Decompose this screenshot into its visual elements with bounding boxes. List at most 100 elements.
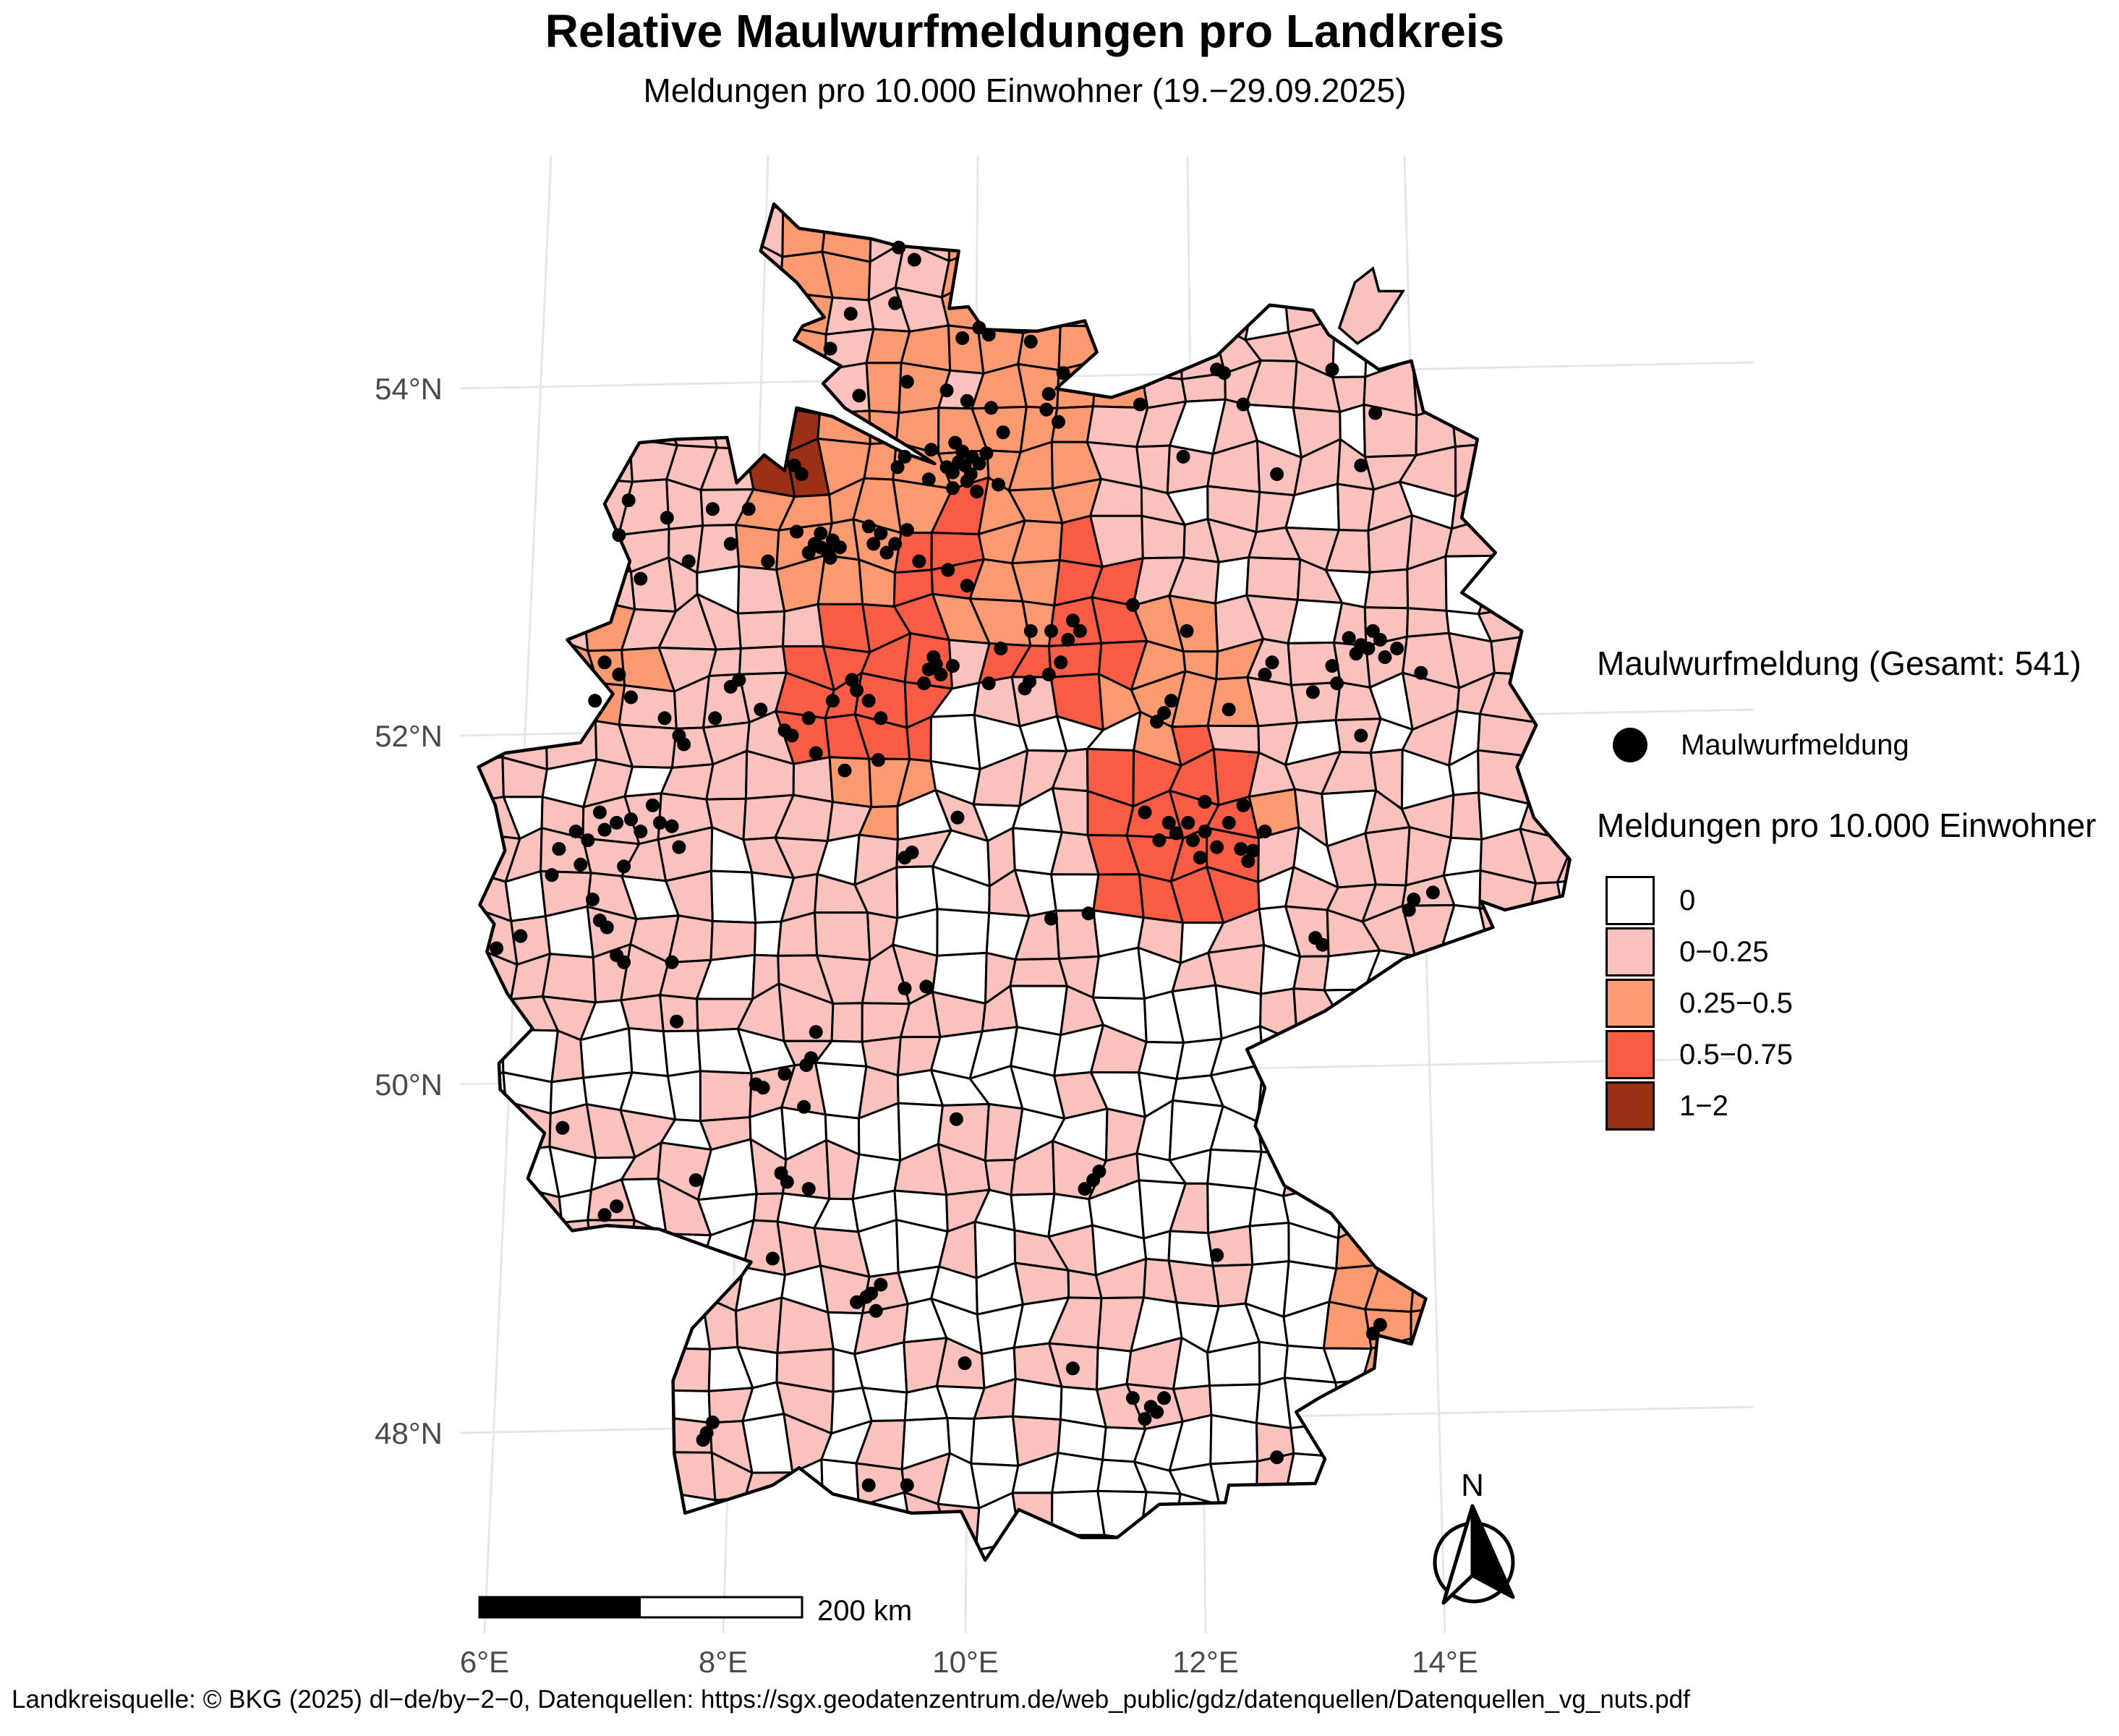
report-dot [657, 711, 672, 726]
report-dot [723, 537, 738, 551]
report-dot [621, 493, 636, 508]
report-dot [1378, 650, 1392, 664]
legend-class-swatch [1606, 876, 1655, 925]
legend-rate-classes: 0 0−0.25 0.25−0.5 0.5−0.75 1−2 [1597, 876, 2110, 1131]
report-dot [898, 982, 912, 995]
report-dot [941, 563, 955, 577]
report-dot [979, 446, 994, 461]
report-dot [555, 1120, 570, 1135]
x-tick-label: 14°E [1412, 1645, 1478, 1679]
report-dot [612, 528, 626, 542]
report-dot [888, 537, 903, 551]
report-dot [1368, 406, 1383, 420]
report-dot [939, 383, 954, 398]
report-dot [900, 523, 914, 537]
report-dot [972, 320, 986, 335]
report-dot [652, 816, 667, 830]
report-dot [1023, 674, 1037, 689]
report-dot [1185, 833, 1200, 848]
report-dot [681, 554, 696, 569]
legend-reports: Maulwurfmeldung (Gesamt: 541) Maulwurfme… [1597, 644, 2110, 762]
x-tick-label: 8°E [699, 1645, 748, 1679]
report-dot [490, 941, 504, 956]
report-dot [801, 545, 816, 560]
legend-report-item: Maulwurfmeldung [1597, 728, 2110, 762]
source-attribution: Landkreisquelle: © BKG (2025) dl−de/by−2… [12, 1685, 1690, 1714]
report-dot [672, 840, 686, 854]
report-dot [972, 456, 986, 471]
report-dot [1180, 624, 1194, 638]
report-dot [597, 1208, 612, 1222]
report-dot [1425, 885, 1440, 900]
report-dot [866, 537, 881, 551]
report-dot [871, 753, 885, 767]
report-dot [1133, 397, 1147, 412]
report-dot [1221, 816, 1236, 830]
report-dot [761, 554, 775, 569]
report-dot [1270, 1450, 1284, 1465]
report-dot [850, 1295, 864, 1309]
report-dot [1221, 702, 1236, 717]
report-dot [754, 702, 768, 717]
report-dot [794, 467, 809, 481]
report-dot [852, 388, 866, 403]
report-dot [1157, 1391, 1172, 1405]
report-dot [945, 481, 960, 495]
report-dot [1361, 642, 1376, 655]
report-dot [1176, 449, 1190, 464]
y-tick-label: 48°N [375, 1416, 443, 1450]
report-dot [597, 822, 612, 837]
report-dot [924, 443, 938, 457]
report-dot [958, 1356, 972, 1371]
report-dot [1402, 903, 1416, 917]
report-dot [617, 955, 631, 969]
report-dot [900, 1478, 914, 1492]
report-dot [992, 477, 1005, 492]
report-dot [1325, 659, 1339, 673]
report-dot [612, 668, 626, 682]
report-dot [949, 1112, 963, 1126]
report-dot [765, 1251, 780, 1266]
report-dot [1354, 459, 1368, 472]
report-dot [552, 842, 566, 856]
scale-bar: 200 km [478, 1595, 912, 1627]
legend-class-label: 0 [1679, 884, 1696, 916]
report-dot [1039, 402, 1054, 417]
report-dot [780, 1175, 794, 1189]
legend-class-row: 1−2 [1597, 1081, 2110, 1131]
report-dot [1081, 906, 1096, 921]
legend-class-label: 1−2 [1679, 1089, 1728, 1122]
report-dot [1150, 715, 1164, 729]
report-dot [592, 805, 607, 820]
north-arrow: N [1433, 1468, 1515, 1605]
report-dot [1138, 805, 1152, 820]
report-dot [1073, 624, 1087, 638]
legend-report-label: Maulwurfmeldung [1681, 728, 1909, 761]
report-dot [785, 728, 799, 743]
report-dot [934, 668, 948, 682]
report-dot [874, 526, 888, 540]
legend-class-row: 0.25−0.5 [1597, 979, 2110, 1028]
report-dot [1234, 842, 1248, 856]
report-dot [823, 550, 837, 565]
report-dot [1258, 825, 1272, 838]
report-dot [1210, 1248, 1224, 1262]
report-dot [588, 694, 602, 708]
report-dot [874, 711, 888, 726]
report-dot [921, 472, 936, 487]
report-dot [610, 816, 624, 830]
report-dot [1161, 816, 1176, 830]
legend-class-row: 0−0.25 [1597, 927, 2110, 977]
report-dot [581, 833, 595, 848]
report-dot [624, 690, 638, 705]
legend-class-swatch [1606, 1081, 1655, 1131]
report-dot [1052, 414, 1065, 429]
report-dot [960, 474, 974, 488]
report-dot [804, 1051, 818, 1065]
report-dot [1354, 728, 1368, 743]
report-dot [574, 857, 588, 872]
report-dot [688, 1173, 703, 1187]
report-dot [970, 485, 984, 499]
x-tick-label: 10°E [932, 1645, 999, 1679]
